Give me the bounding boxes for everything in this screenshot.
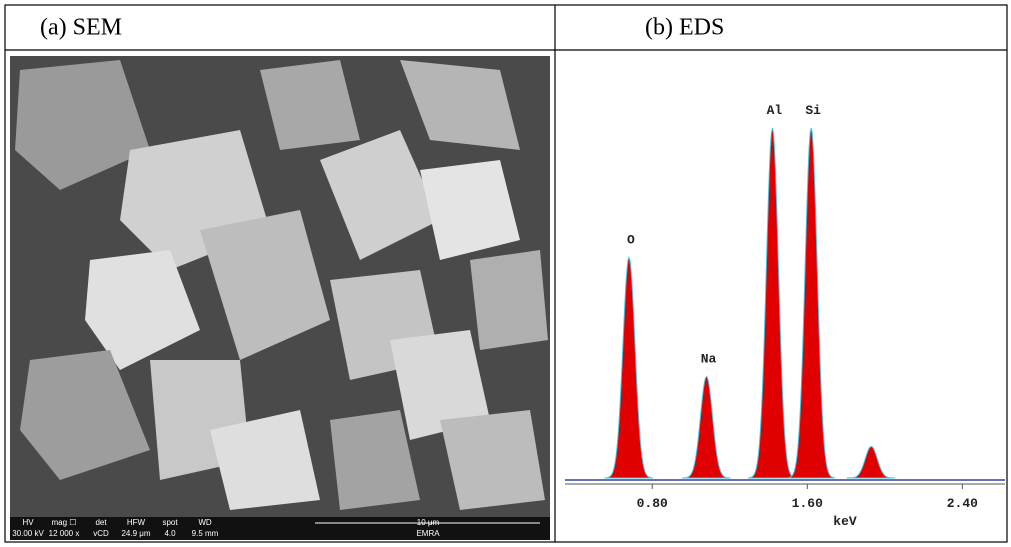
info-label: 10 μm bbox=[417, 518, 440, 527]
info-value: vCD bbox=[93, 529, 109, 538]
info-value: 12 000 x bbox=[49, 529, 80, 538]
x-tick-label: 2.40 bbox=[947, 496, 978, 511]
info-value: 4.0 bbox=[164, 529, 176, 538]
info-label: HV bbox=[22, 518, 34, 527]
info-label: mag ☐ bbox=[52, 518, 77, 527]
info-label: WD bbox=[198, 518, 212, 527]
info-value: EMRA bbox=[416, 529, 440, 538]
eds-chart: O Na Al Si 0.80 1.60 2.40 keV bbox=[558, 56, 1005, 540]
x-tick-label: 1.60 bbox=[792, 496, 823, 511]
info-value: 24.9 μm bbox=[121, 529, 150, 538]
peak-label: O bbox=[627, 233, 635, 248]
peak-label: Al bbox=[767, 103, 783, 118]
header-cell: (a) SEM bbox=[40, 15, 122, 41]
peak bbox=[786, 127, 836, 479]
x-tick-label: 0.80 bbox=[637, 496, 668, 511]
peak bbox=[604, 255, 653, 479]
info-value: 30.00 kV bbox=[12, 529, 44, 538]
table-border bbox=[4, 4, 1008, 543]
peak bbox=[846, 445, 896, 479]
peak-label: Na bbox=[701, 352, 717, 367]
x-axis-label: keV bbox=[833, 514, 857, 529]
header-cell: (b) EDS bbox=[645, 15, 724, 41]
peak-label: Si bbox=[805, 103, 821, 118]
sem-image bbox=[10, 56, 550, 540]
info-label: HFW bbox=[127, 518, 146, 527]
info-value: 9.5 mm bbox=[192, 529, 219, 538]
peak bbox=[747, 127, 797, 479]
sem-info: HV mag ☐ det HFW spot WD 10 μm 30.00 kV 12 000 x… bbox=[12, 518, 440, 538]
peak bbox=[681, 375, 731, 479]
info-label: det bbox=[95, 518, 107, 527]
info-label: spot bbox=[162, 518, 178, 527]
